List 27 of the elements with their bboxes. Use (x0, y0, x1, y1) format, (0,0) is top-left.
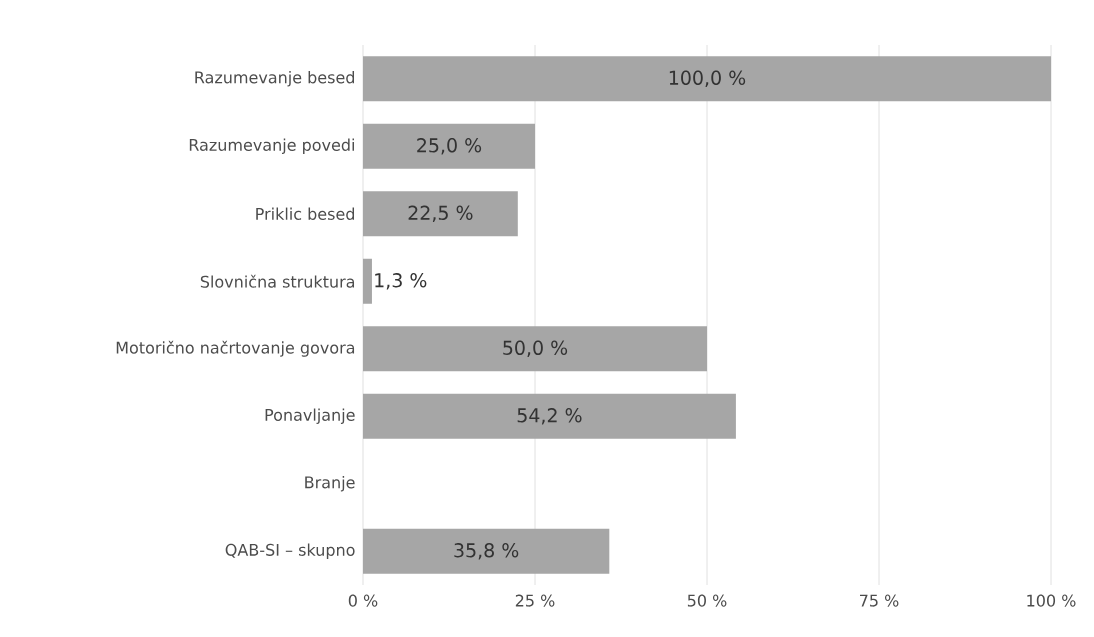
data-label: 35,8 % (454, 543, 519, 560)
y-tick-label: Motorično načrtovanje govora (116, 340, 355, 357)
data-label: 1,3 % (375, 273, 427, 290)
data-label: 25,0 % (417, 138, 482, 155)
bar (363, 123, 535, 169)
x-tick-label: 0 % (348, 594, 378, 607)
y-tick-label: Razumevanje besed (195, 71, 355, 87)
data-label: 100,0 % (669, 70, 746, 87)
bar (363, 326, 708, 372)
y-tick-label: Branje (305, 476, 355, 492)
x-tick-label: 50 % (687, 594, 727, 607)
bar (363, 56, 1052, 102)
y-tick-label: Razumevanje povedi (189, 138, 354, 154)
data-label: 54,2 % (517, 408, 582, 425)
x-tick-label: 25 % (515, 594, 555, 607)
bar (363, 528, 610, 574)
bar (363, 393, 736, 439)
x-tick-label: 100 % (1027, 594, 1076, 607)
bar (363, 191, 518, 237)
y-tick-label: Slovnična struktura (200, 274, 355, 288)
y-tick-label: QAB-SI – skupno (225, 543, 355, 559)
bar (363, 258, 372, 304)
x-tick-label: 75 % (860, 594, 899, 607)
y-tick-label: Ponavljanje (265, 408, 355, 424)
y-tick-label: Priklic besed (256, 207, 355, 220)
data-label: 22,5 % (408, 205, 473, 222)
data-label: 50,0 % (503, 340, 568, 357)
